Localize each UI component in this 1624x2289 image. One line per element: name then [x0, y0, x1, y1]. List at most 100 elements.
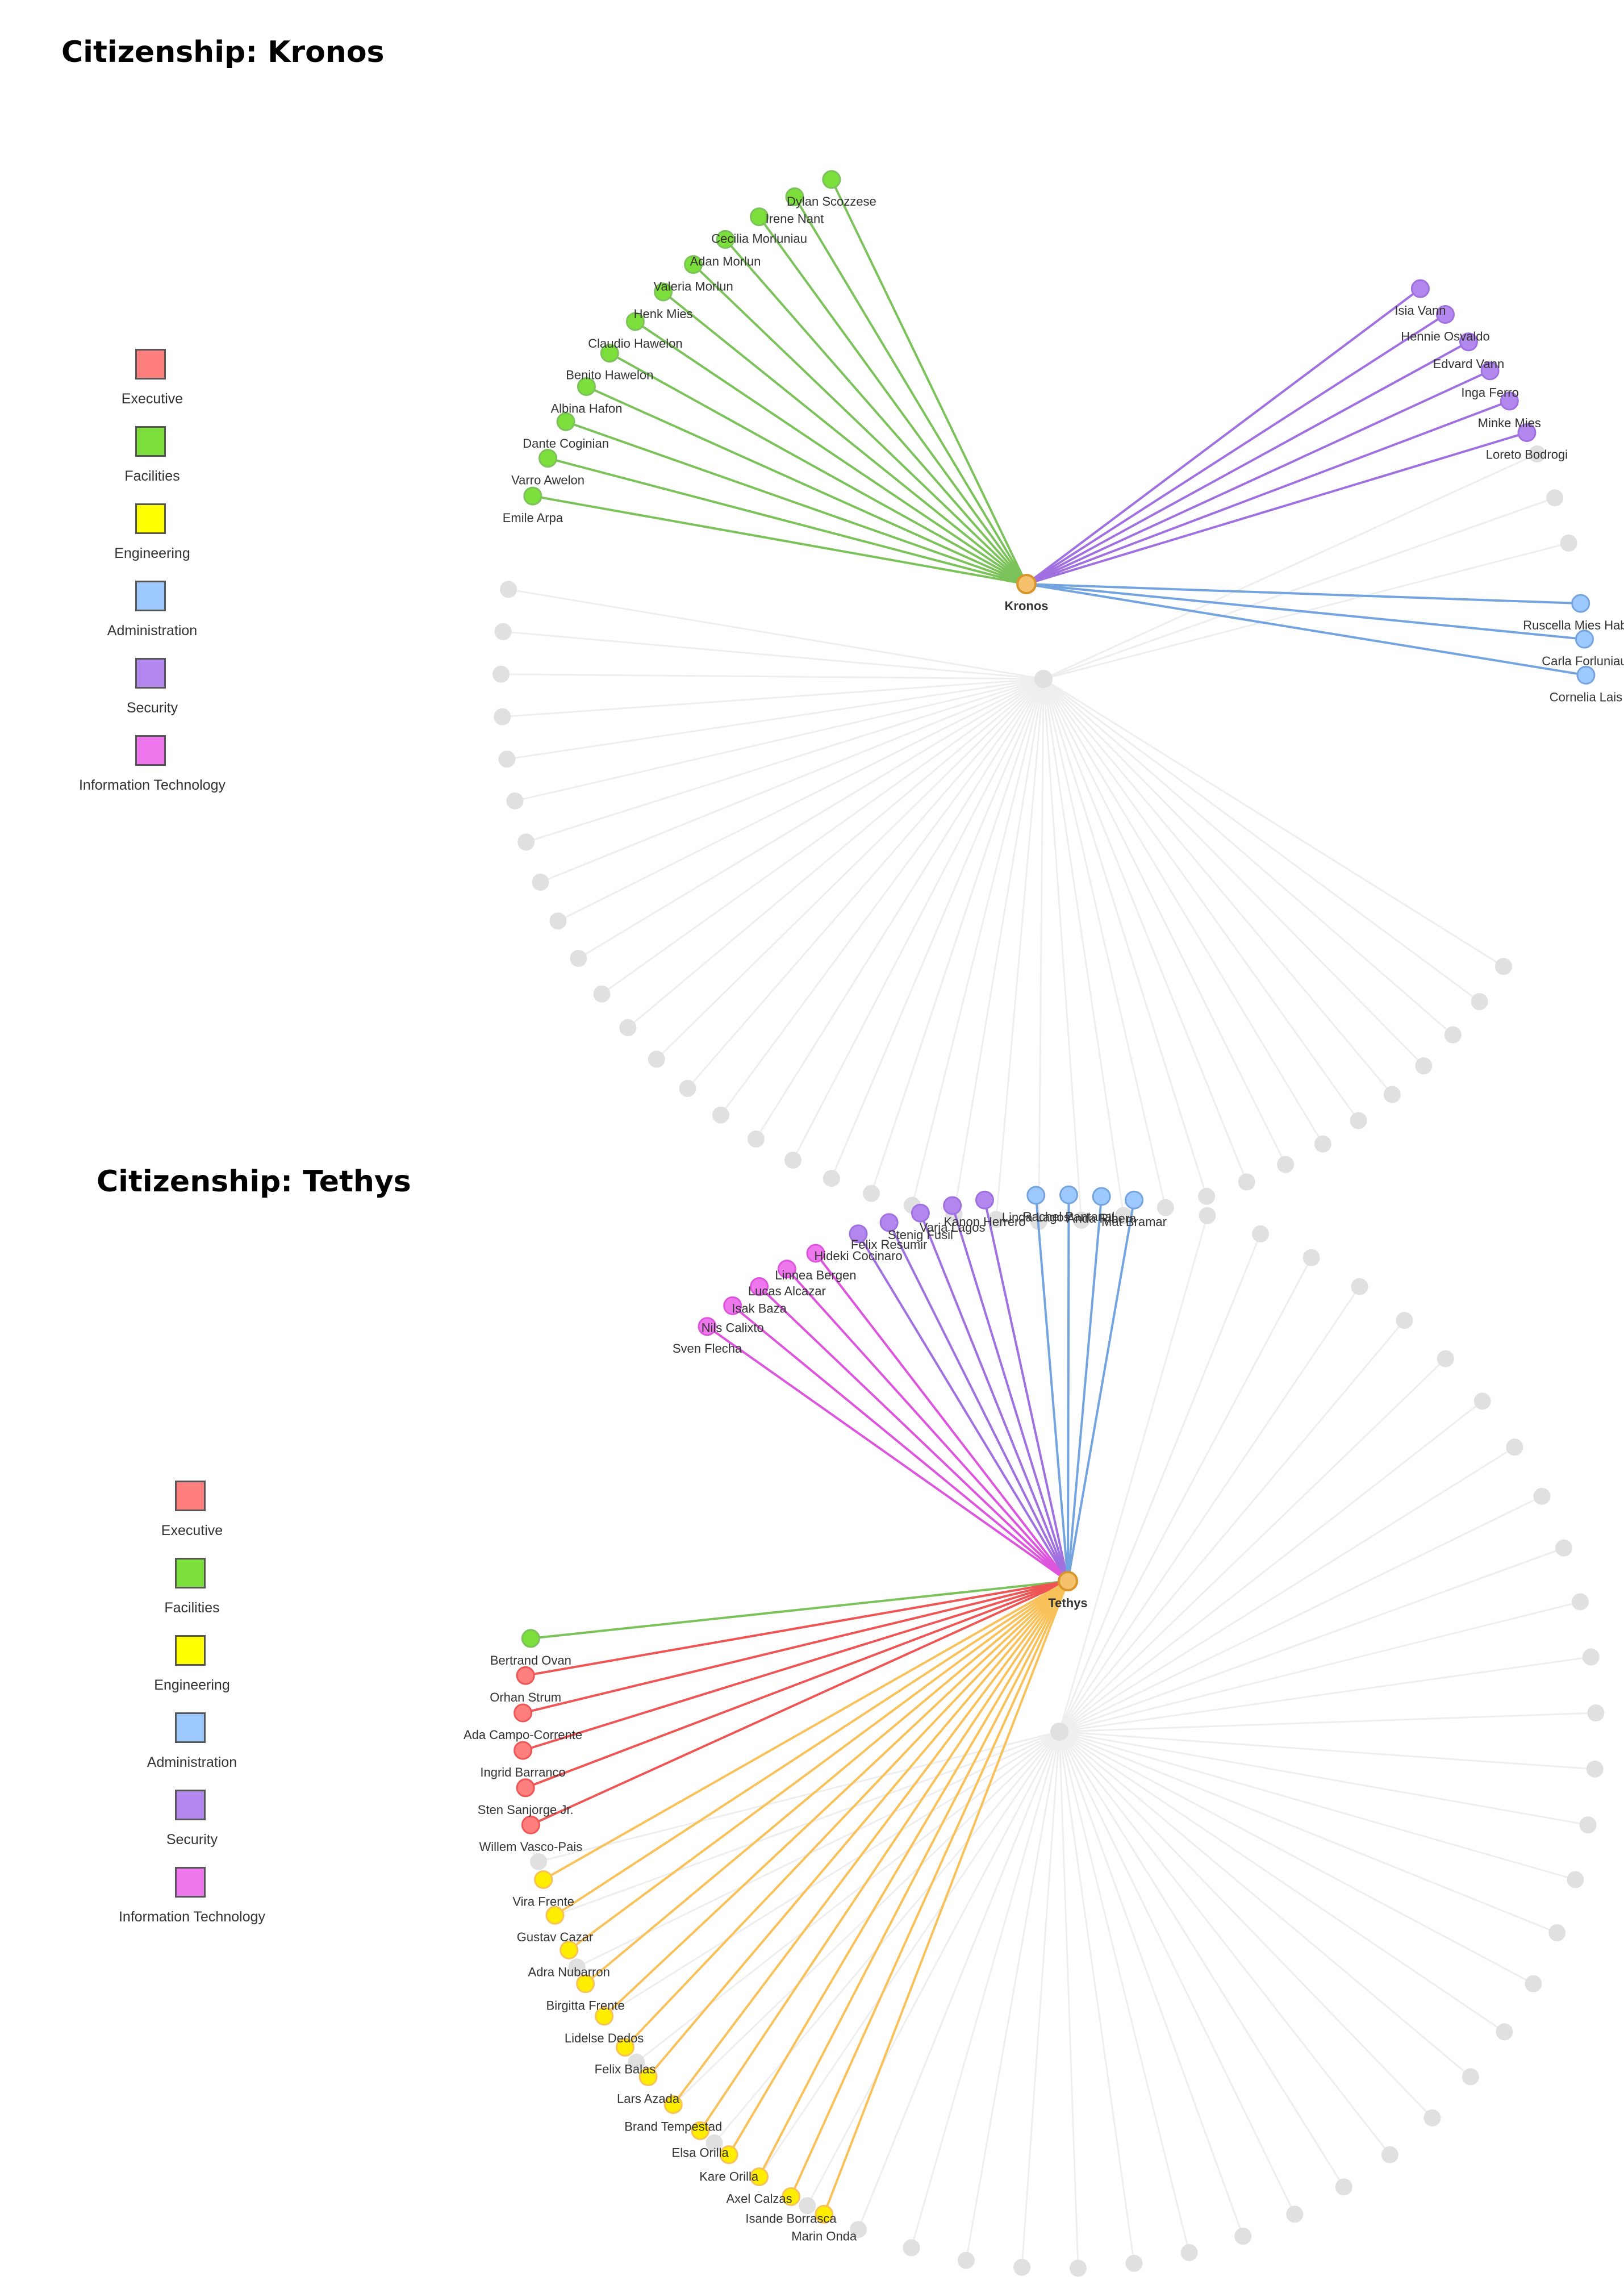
edge-isia-vann — [1025, 287, 1421, 585]
inactive-edge — [1043, 497, 1555, 680]
node-orhan-strum[interactable] — [516, 1666, 535, 1685]
hub-node[interactable] — [1058, 1571, 1078, 1591]
inactive-edge — [1058, 1233, 1262, 1732]
node-isia-vann[interactable] — [1410, 279, 1430, 298]
inactive-edge — [911, 678, 1045, 1206]
node-benito-hawelon[interactable] — [600, 344, 619, 363]
inactive-edge — [578, 678, 1044, 960]
node-cecilia-morluniau[interactable] — [750, 207, 769, 227]
inactive-edge — [1059, 1731, 1588, 1826]
node-inga-ferro[interactable] — [1480, 361, 1500, 381]
inactive-edge — [1043, 678, 1454, 1036]
inactive-node — [532, 873, 549, 891]
node-dante-coginian[interactable] — [556, 412, 575, 431]
inactive-node — [679, 1079, 696, 1097]
node-vira-frente[interactable] — [534, 1870, 553, 1889]
node-linda-lagos[interactable] — [1026, 1186, 1046, 1205]
node-isande-borrasca[interactable] — [782, 2187, 800, 2206]
node-ruscella-mies-haber[interactable] — [1571, 594, 1590, 613]
node-sven-flecha[interactable] — [698, 1317, 717, 1336]
edge-claudio-hawelon — [634, 320, 1028, 585]
node-albina-hafon[interactable] — [577, 377, 596, 396]
node-minke-mies[interactable] — [1500, 391, 1519, 411]
node-willem-vasco-pais[interactable] — [521, 1815, 540, 1834]
node-felix-resumir[interactable] — [879, 1213, 899, 1232]
node-hideki-cocinaro[interactable] — [849, 1224, 868, 1244]
node-varro-awelon[interactable] — [538, 449, 558, 468]
node-brand-tempestad[interactable] — [663, 2095, 683, 2114]
node-claudio-hawelon[interactable] — [625, 312, 645, 331]
legend-item-security: Security — [67, 658, 237, 735]
node-gustav-cazar[interactable] — [545, 1906, 565, 1925]
node-marin-onda[interactable] — [815, 2204, 834, 2224]
inactive-edge — [1042, 678, 1425, 1067]
inactive-edge — [1059, 1731, 1558, 1934]
inactive-edge — [995, 678, 1045, 1220]
node-carla-forluniau[interactable] — [1575, 629, 1594, 649]
node-lucas-alcazar[interactable] — [777, 1260, 796, 1279]
node-valeria-morlun[interactable] — [684, 255, 703, 274]
edge-orhan-strum — [525, 1580, 1068, 1677]
node-cornelia-lais[interactable] — [1576, 665, 1596, 685]
inactive-edge — [1059, 1446, 1516, 1733]
edge-axel-calzas — [758, 1581, 1069, 2178]
node-label: Sten Sanjorge Jr. — [478, 1803, 574, 1817]
node-kanon-herrero[interactable] — [975, 1190, 994, 1210]
hub-label: Tethys — [1048, 1596, 1087, 1610]
inactive-edge — [636, 1731, 1060, 2063]
inactive-node — [1423, 2109, 1441, 2127]
node-label: Inga Ferro — [1461, 386, 1519, 400]
node-nils-calixto[interactable] — [723, 1296, 742, 1315]
node-sten-sanjorge-jr[interactable] — [516, 1778, 535, 1798]
inactive-node — [530, 1853, 548, 1870]
node-stenig-fusil[interactable] — [911, 1203, 930, 1223]
node-bertrand-ovan[interactable] — [521, 1629, 540, 1648]
node-henk-mies[interactable] — [654, 282, 673, 302]
node-adra-nubarron[interactable] — [560, 1940, 579, 1959]
node-mat-bramar[interactable] — [1125, 1190, 1144, 1210]
node-axel-calzas[interactable] — [750, 2167, 769, 2186]
inactive-node — [784, 1152, 802, 1169]
kronos-title: Citizenship: Kronos — [61, 35, 385, 69]
inactive-node — [517, 833, 535, 851]
hub-node[interactable] — [1016, 574, 1037, 594]
node-label: Axel Calzas — [726, 2191, 792, 2205]
node-hennie-osvaldo[interactable] — [1435, 305, 1455, 324]
node-lars-azada[interactable] — [638, 2067, 658, 2086]
edge-sven-flecha — [706, 1325, 1069, 1582]
tethys-title: Citizenship: Tethys — [97, 1165, 411, 1199]
inactive-edge — [1042, 678, 1359, 1121]
inactive-node — [1437, 1350, 1454, 1367]
node-loreto-bodrogi[interactable] — [1517, 423, 1537, 442]
legend-item-information-technology: Information Technology — [107, 1867, 277, 1944]
node-ingrid-barranco[interactable] — [513, 1741, 533, 1760]
node-label: Lucas Alcazar — [748, 1284, 826, 1298]
node-edvard-vann[interactable] — [1459, 332, 1478, 352]
node-isak-baza[interactable] — [750, 1277, 769, 1296]
inactive-edge — [503, 631, 1044, 680]
node-elsa-orilla[interactable] — [691, 2121, 710, 2140]
node-rachel-pantanal[interactable] — [1059, 1185, 1078, 1204]
node-ada-campo-corrente[interactable] — [513, 1703, 533, 1723]
node-birgitta-frente[interactable] — [576, 1974, 595, 1994]
node-lidelse-dedos[interactable] — [595, 2007, 614, 2026]
node-felix-balas[interactable] — [615, 2037, 634, 2057]
legend-item-administration: Administration — [107, 1712, 277, 1790]
node-linnea-bergen[interactable] — [806, 1244, 825, 1263]
legend-item-administration: Administration — [67, 581, 237, 658]
node-dylan-scozzese[interactable] — [822, 170, 841, 189]
node-emile-arpa[interactable] — [523, 486, 542, 506]
node-irene-nant[interactable] — [785, 187, 804, 206]
node-adan-morlun[interactable] — [716, 230, 735, 249]
node-varja-lagos[interactable] — [943, 1196, 962, 1215]
edge-stenig-fusil — [919, 1212, 1069, 1582]
node-label: Hennie Osvaldo — [1401, 330, 1490, 344]
node-label: Varja Lagos — [920, 1220, 986, 1235]
inactive-edge — [720, 678, 1045, 1116]
node-kare-orilla[interactable] — [719, 2145, 738, 2165]
edge-brand-tempestad — [672, 1580, 1069, 2105]
legend-swatch-security — [135, 658, 166, 689]
node-label: Ada Campo-Corrente — [464, 1728, 582, 1742]
inactive-node — [1302, 1249, 1320, 1266]
node-anda-ribera[interactable] — [1092, 1187, 1111, 1206]
